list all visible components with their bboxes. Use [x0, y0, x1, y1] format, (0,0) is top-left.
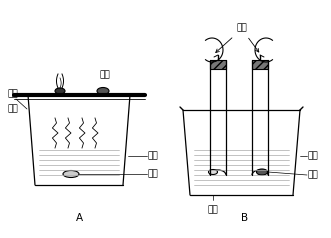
- Bar: [252, 60, 268, 69]
- Text: B: B: [241, 213, 249, 223]
- Text: 白磷: 白磷: [148, 169, 159, 178]
- Text: 红磷: 红磷: [100, 70, 110, 79]
- Ellipse shape: [209, 169, 217, 174]
- Text: 热水: 热水: [148, 152, 159, 160]
- Ellipse shape: [55, 88, 65, 94]
- Text: 红磷: 红磷: [308, 170, 319, 179]
- Text: 白磷: 白磷: [208, 205, 218, 214]
- Text: 热水: 热水: [308, 152, 319, 160]
- Text: 铜片: 铜片: [8, 104, 19, 114]
- Bar: [210, 60, 226, 69]
- Text: A: A: [75, 213, 82, 223]
- Text: 白磷: 白磷: [8, 89, 19, 99]
- Ellipse shape: [257, 169, 267, 175]
- Text: 气球: 气球: [237, 24, 247, 33]
- Ellipse shape: [97, 88, 109, 94]
- Ellipse shape: [63, 170, 79, 178]
